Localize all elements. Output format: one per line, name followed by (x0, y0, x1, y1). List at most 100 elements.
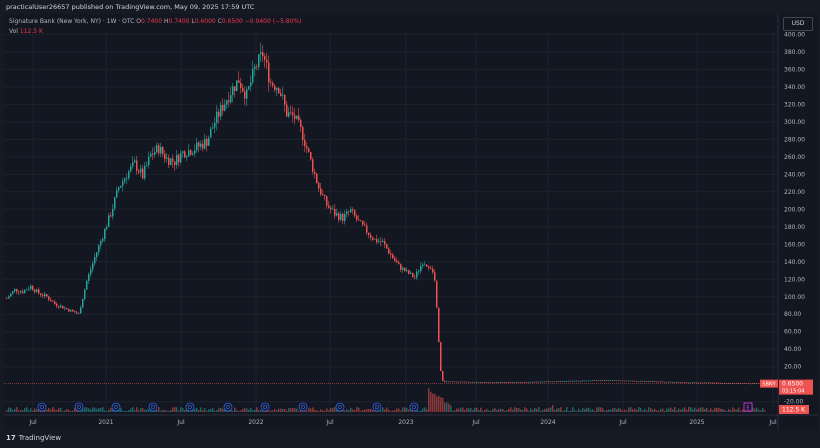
volume-bar (686, 409, 688, 412)
volume-bar (634, 408, 636, 412)
y-tick-label: 20.00 (784, 364, 801, 371)
volume-bar (400, 410, 402, 412)
candle-body (466, 381, 468, 383)
volume-bar (46, 409, 48, 412)
volume-bar (506, 410, 508, 412)
candle-body (628, 380, 630, 382)
volume-bar (692, 409, 694, 412)
volume-bar (658, 410, 660, 412)
candle-body (110, 215, 112, 217)
volume-bar (682, 408, 684, 412)
volume-bar (252, 410, 254, 412)
volume-bar (434, 393, 436, 412)
x-tick-label: 2024 (540, 419, 555, 426)
candle-body (212, 127, 214, 129)
last-price-badge (779, 379, 813, 395)
volume-bar (396, 408, 398, 412)
volume-bar (690, 407, 692, 412)
candle-body (104, 228, 106, 239)
candle-body (714, 382, 716, 384)
volume-bar (456, 408, 458, 412)
candle-body (64, 307, 66, 309)
volume-bar (568, 410, 570, 412)
candle-body (622, 380, 624, 382)
candle-body (422, 264, 424, 266)
candle-body (158, 145, 160, 154)
volume-bar (462, 407, 464, 412)
candle-body (512, 382, 514, 383)
candle-body (380, 241, 382, 243)
volume-bar (712, 410, 714, 412)
currency-button[interactable]: USD (783, 17, 813, 31)
candle-body (432, 268, 434, 273)
volume-bar (346, 409, 348, 412)
candle-body (308, 148, 310, 152)
candle-body (278, 88, 280, 94)
candle-body (292, 112, 294, 116)
dividend-marker-icon (148, 402, 158, 412)
candle-body (70, 309, 72, 312)
volume-bar (296, 408, 298, 412)
dividend-marker-label: D (77, 405, 81, 411)
volume-bar (562, 410, 564, 412)
volume-bar (436, 396, 438, 412)
volume-bar (536, 408, 538, 412)
candle-body (166, 157, 168, 159)
candle-body (376, 239, 378, 243)
candle-body (328, 205, 330, 208)
candle-body (298, 115, 300, 121)
volume-bar (18, 410, 20, 412)
candle-body (226, 100, 228, 105)
candle-body (28, 288, 30, 290)
volume-bar (82, 408, 84, 412)
candle-body (354, 210, 356, 216)
candle-body (554, 381, 556, 382)
volume-bar (490, 410, 492, 412)
volume-bar (402, 407, 404, 412)
candle-body (318, 182, 320, 189)
candle-body (322, 194, 324, 196)
candle-body (262, 52, 264, 57)
volume-bar (550, 407, 552, 412)
chart-frame[interactable] (4, 14, 818, 430)
volume-bar (484, 409, 486, 412)
candle-body (350, 209, 352, 213)
volume-bar (118, 408, 120, 412)
volume-bar (606, 409, 608, 412)
volume-bar (524, 407, 526, 412)
candle-body (46, 293, 48, 297)
candle-body (84, 289, 86, 299)
volume-bar (420, 410, 422, 412)
candle-body (80, 307, 82, 314)
y-tick-label: 100.00 (784, 294, 805, 301)
candle-body (550, 381, 552, 383)
volume-bar (578, 408, 580, 412)
volume-bar (614, 407, 616, 412)
volume-bar (220, 407, 222, 412)
candle-body (660, 381, 662, 383)
candle-body (330, 207, 332, 210)
volume-bar (762, 407, 764, 412)
candle-body (164, 153, 166, 159)
candle-body (146, 164, 148, 166)
candle-body (706, 382, 708, 384)
y-tick-label: 60.00 (784, 329, 801, 336)
volume-bar (548, 408, 550, 412)
volume-bar (12, 410, 14, 412)
volume-bar (140, 408, 142, 412)
tradingview-brand[interactable]: 17 TradingView (6, 434, 61, 442)
volume-bar (86, 407, 88, 412)
x-tick-label: Jul (176, 419, 185, 426)
ohlc-legend: Signature Bank (New York, NY) · 1W · OTC… (9, 18, 301, 25)
volume-badge (779, 405, 809, 414)
dividend-marker-icon (223, 402, 233, 412)
candle-body (576, 380, 578, 382)
candle-body (502, 382, 504, 383)
candle-body (494, 382, 496, 384)
volume-bar (70, 410, 72, 412)
candle-body (312, 159, 314, 172)
candle-body (284, 95, 286, 105)
dividend-marker-label: D (338, 405, 342, 411)
candle-body (256, 66, 258, 68)
